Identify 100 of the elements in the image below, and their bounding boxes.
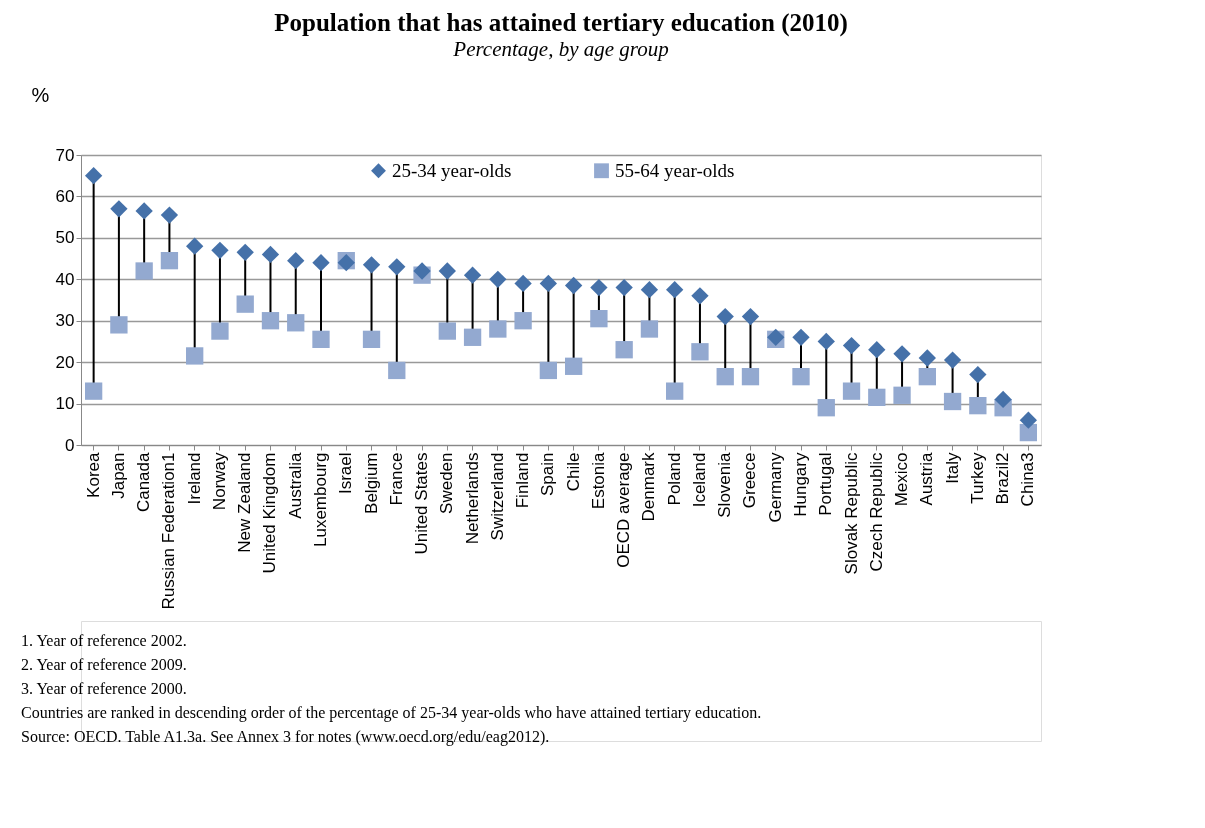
point — [893, 345, 911, 363]
x-tick-label: Ireland — [184, 452, 204, 505]
x-tick-label: Iceland — [689, 452, 709, 508]
x-tick-label: Brazil2 — [993, 452, 1013, 505]
x-tick-label: Finland — [513, 452, 533, 509]
x-tick-label: Luxembourg — [311, 452, 330, 548]
x-tick-label: New Zealand — [235, 452, 255, 553]
y-axis-title: % — [31, 83, 50, 106]
x-tick-label: Hungary — [791, 452, 810, 517]
point — [312, 330, 330, 349]
x-tick-label: Turkey — [967, 452, 987, 504]
text: 2. Year of reference 2009. — [21, 656, 187, 673]
point — [388, 361, 406, 380]
y-tick-label: 30 — [55, 311, 75, 331]
point — [691, 287, 709, 305]
point — [413, 262, 431, 280]
y-tick-label: 40 — [55, 269, 75, 289]
point — [84, 382, 103, 400]
x-tick-label: Israel — [336, 452, 356, 495]
point — [463, 266, 482, 284]
point — [312, 254, 330, 272]
point — [943, 392, 962, 411]
chart-title: Population that has attained tertiary education (2010) — [274, 9, 848, 37]
point — [463, 328, 482, 346]
x-tick-label: Norway — [209, 452, 229, 511]
point — [539, 274, 558, 293]
x-tick-label: OECD average — [614, 452, 634, 568]
x-tick-label: Belgium — [361, 452, 381, 514]
point — [564, 357, 583, 375]
point — [716, 307, 734, 326]
point — [666, 382, 684, 400]
point — [388, 258, 406, 276]
x-tick-label: Russian Federation1 — [159, 452, 179, 610]
x-tick-label: Chile — [563, 452, 583, 492]
x-tick-label: China3 — [1018, 452, 1038, 507]
point — [160, 251, 179, 270]
point — [539, 361, 558, 380]
point — [666, 280, 684, 299]
point — [236, 243, 254, 262]
point — [287, 314, 305, 332]
x-tick-label: Denmark — [639, 452, 659, 522]
point — [792, 367, 810, 386]
text: 1. Year of reference 2002. — [21, 632, 187, 649]
point — [868, 341, 886, 359]
x-tick-label: Japan — [108, 452, 128, 499]
x-tick-label: Germany — [765, 452, 785, 523]
point — [514, 274, 532, 293]
x-tick-label: Poland — [664, 452, 684, 506]
x-tick-label: Portugal — [816, 452, 836, 516]
point — [615, 341, 633, 359]
point — [918, 367, 936, 386]
point — [186, 237, 204, 255]
point — [842, 382, 861, 400]
point — [84, 167, 103, 185]
point — [741, 307, 760, 326]
point — [362, 256, 381, 274]
point — [135, 202, 153, 220]
point — [893, 386, 911, 404]
point — [590, 309, 608, 328]
y-tick-label: 50 — [55, 228, 75, 248]
x-tick-label: Netherlands — [462, 452, 482, 545]
point — [489, 320, 507, 338]
x-tick-label: Czech Republic — [866, 452, 886, 572]
x-tick-label: Australia — [285, 451, 305, 519]
x-tick-label: United States — [412, 452, 432, 555]
text: Countries are ranked in descending order of the percentage of 25-34 year-olds who have attained tertiary education. — [21, 704, 762, 722]
point — [792, 328, 810, 346]
point — [362, 330, 381, 349]
point — [110, 316, 128, 334]
point — [741, 367, 760, 386]
point — [514, 312, 532, 330]
x-tick-label: Spain — [538, 452, 558, 496]
x-tick-label: Slovak Republic — [841, 452, 861, 575]
legend-label: 55-64 year-olds — [615, 159, 735, 181]
point — [438, 262, 456, 280]
point — [691, 343, 709, 361]
point — [615, 278, 633, 297]
point — [287, 251, 305, 270]
point — [564, 276, 583, 295]
point — [186, 347, 204, 365]
point — [211, 241, 229, 259]
point — [211, 322, 229, 340]
point — [817, 332, 835, 351]
point — [438, 322, 456, 340]
x-tick-label: Switzerland — [487, 452, 507, 541]
source-note: Source: OECD. Table A1.3a. See Annex 3 for notes (www.oecd.org/edu/eag2012). — [21, 728, 550, 746]
point — [969, 396, 987, 415]
text: 3. Year of reference 2000. — [21, 680, 187, 697]
point — [261, 312, 280, 330]
x-tick-label: France — [386, 452, 406, 506]
point — [135, 262, 153, 280]
x-tick-label: Greece — [740, 452, 760, 509]
x-tick-label: United Kingdom — [260, 452, 280, 574]
point — [994, 390, 1012, 409]
point — [943, 351, 962, 369]
x-tick-label: Korea — [83, 451, 103, 498]
point — [261, 245, 280, 264]
point — [842, 336, 861, 355]
y-tick-label: 0 — [65, 435, 75, 455]
point — [236, 295, 254, 313]
